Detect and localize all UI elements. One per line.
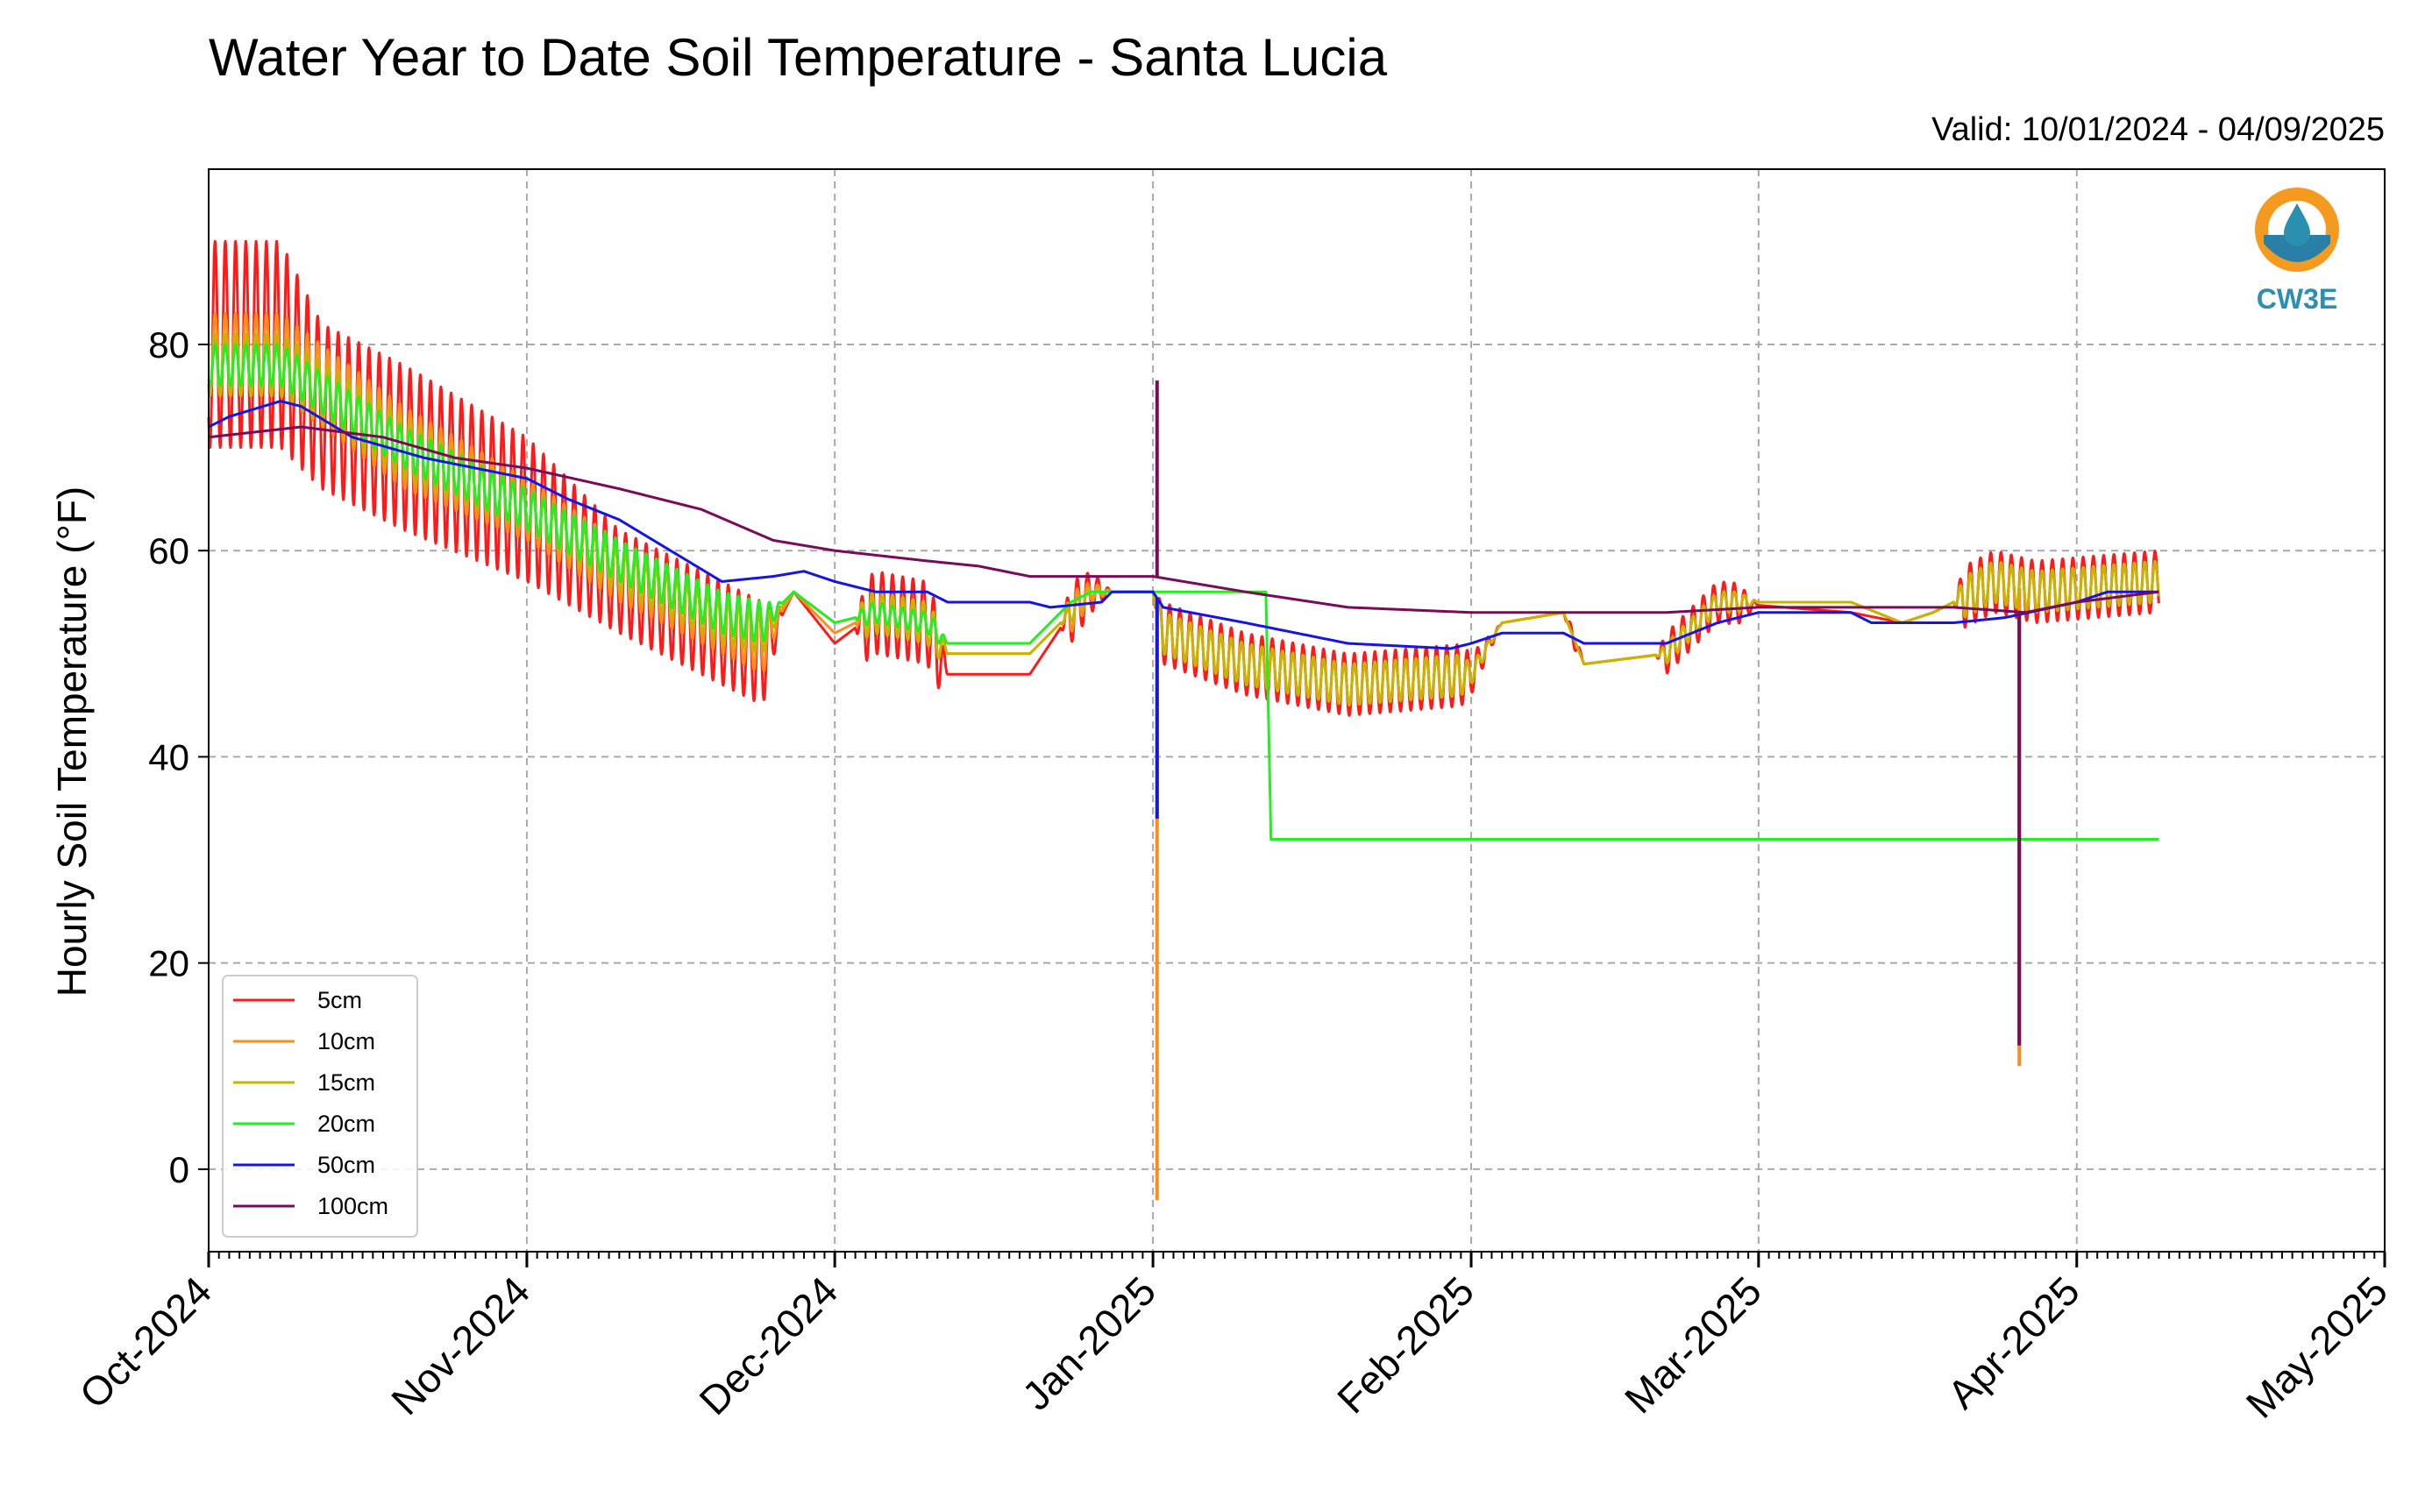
- x-tick-label: Nov-2024: [382, 1267, 538, 1423]
- y-tick-label: 60: [148, 530, 189, 571]
- y-tick-label: 20: [148, 943, 189, 984]
- legend-label-10cm: 10cm: [317, 1028, 375, 1054]
- y-tick-labels: 0 20 40 60 80: [148, 324, 189, 1190]
- x-tick-labels: Oct-2024 Nov-2024 Dec-2024 Jan-2025 Feb-2025…: [71, 1267, 2397, 1426]
- x-tick-label: Feb-2025: [1328, 1267, 1483, 1422]
- x-tick-label: Apr-2025: [1938, 1267, 2088, 1417]
- logo-water: [2264, 235, 2330, 262]
- x-tick-label: Oct-2024: [71, 1267, 221, 1417]
- plot-background: [209, 169, 2385, 1252]
- legend-label-15cm: 15cm: [317, 1069, 375, 1096]
- y-axis-label: Hourly Soil Temperature (°F): [49, 486, 95, 997]
- series-line-50cm: [208, 400, 2160, 650]
- x-tick-label: Mar-2025: [1616, 1267, 1770, 1422]
- legend: 5cm 10cm 15cm 20cm 50cm 100cm: [222, 975, 418, 1238]
- minor-ticks: [208, 1252, 2386, 1259]
- x-tick-label: Dec-2024: [690, 1267, 846, 1423]
- legend-items: 5cm 10cm 15cm 20cm 50cm 100cm: [233, 987, 388, 1219]
- series-line-20cm: [207, 343, 2160, 841]
- legend-label-50cm: 50cm: [317, 1152, 375, 1178]
- y-tick-label: 80: [148, 324, 189, 366]
- legend-label-5cm: 5cm: [317, 987, 362, 1013]
- chart-title: Water Year to Date Soil Temperature - Sa…: [209, 28, 1388, 87]
- major-ticks: [198, 343, 2386, 1267]
- cw3e-logo: CW3E: [2255, 188, 2339, 315]
- chart-subtitle: Valid: 10/01/2024 - 04/09/2025: [1931, 111, 2385, 148]
- y-tick-label: 40: [148, 736, 189, 777]
- y-tick-label: 0: [169, 1149, 189, 1190]
- x-tick-label: Jan-2025: [1013, 1267, 1164, 1418]
- plot-frame: [208, 168, 2386, 1253]
- logo-label: CW3E: [2257, 283, 2337, 315]
- series-line-100cm: [208, 425, 2160, 614]
- x-tick-label: May-2025: [2237, 1267, 2396, 1426]
- water-drop-icon: [2284, 203, 2310, 246]
- legend-label-100cm: 100cm: [317, 1193, 388, 1219]
- series-lines: [207, 239, 2160, 1201]
- legend-label-20cm: 20cm: [317, 1111, 375, 1137]
